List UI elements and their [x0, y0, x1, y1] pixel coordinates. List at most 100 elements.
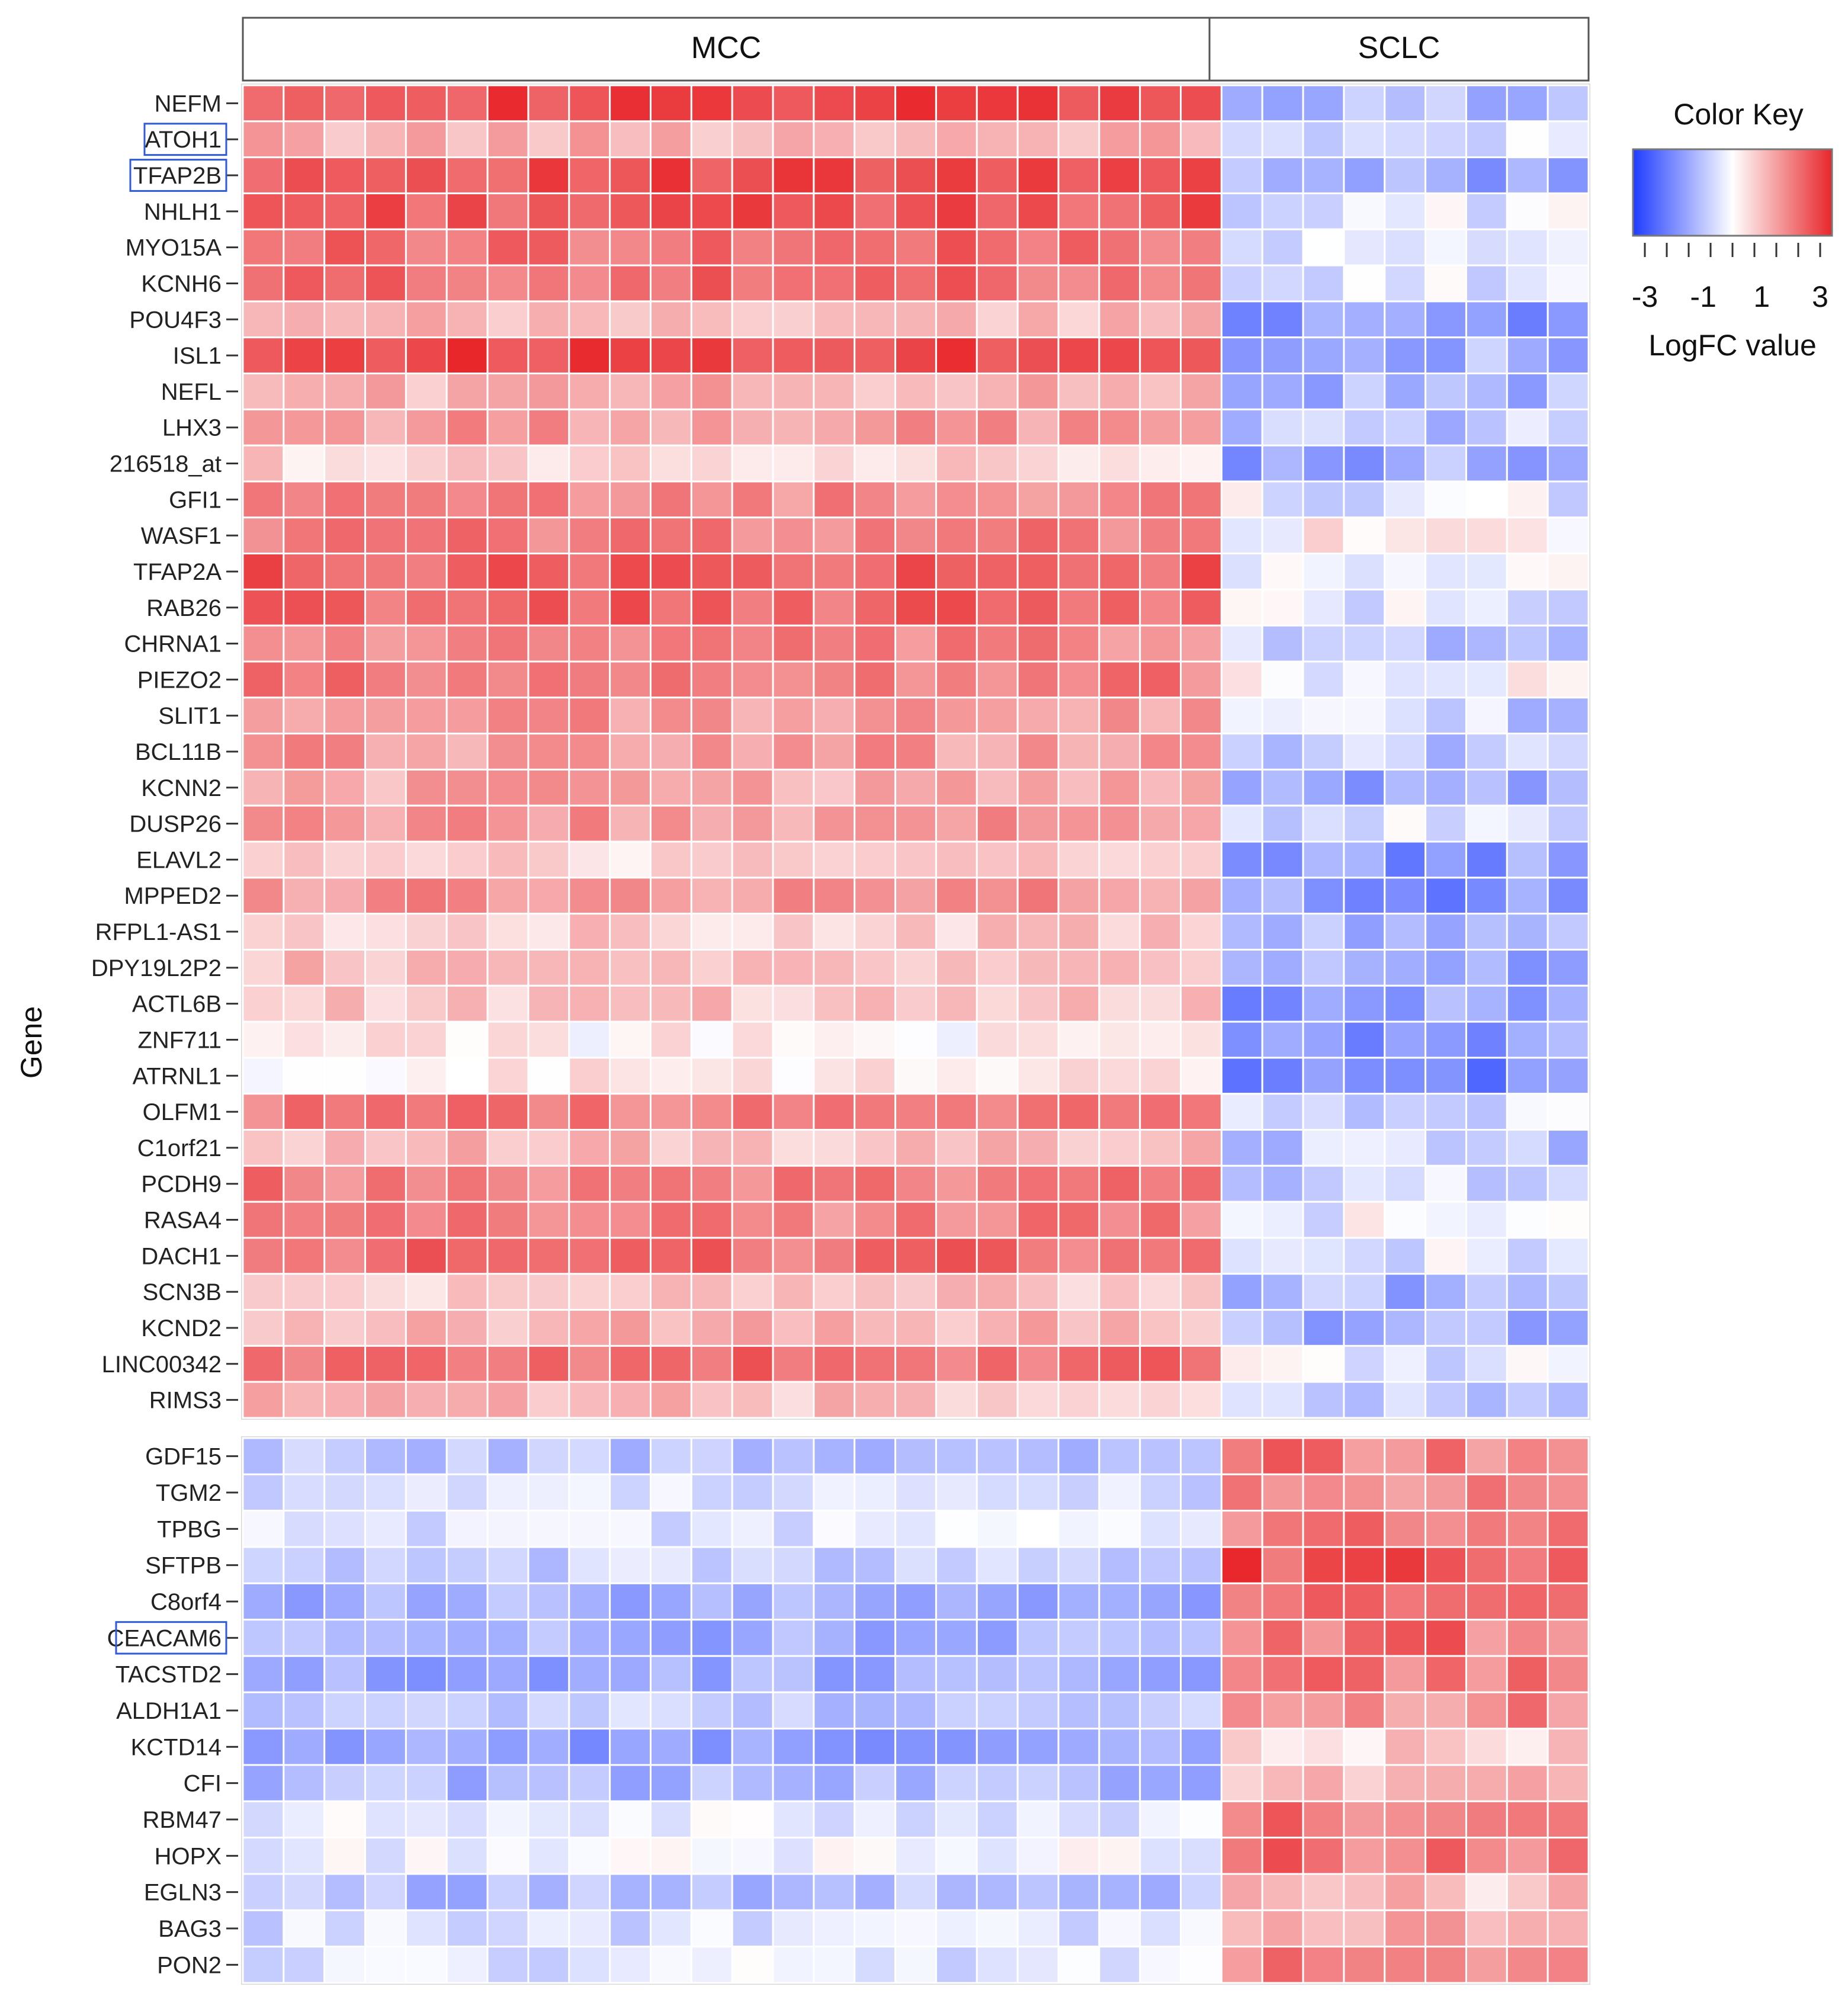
heatmap-cell: [1424, 480, 1467, 519]
heatmap-cell: [1384, 1437, 1427, 1475]
heatmap-cell: [364, 1129, 407, 1167]
heatmap-cell: [323, 1582, 367, 1621]
heatmap-cell: [976, 1381, 1019, 1419]
heatmap-cell: [976, 1437, 1019, 1475]
heatmap-cell: [1302, 300, 1345, 339]
heatmap-cell: [1343, 768, 1386, 807]
heatmap-cell: [609, 120, 652, 159]
heatmap-cell: [364, 660, 407, 699]
heatmap-cell: [731, 84, 774, 123]
heatmap-cell: [1098, 192, 1141, 230]
heatmap-cell: [1343, 1093, 1386, 1131]
heatmap-cell: [690, 156, 733, 194]
color-key-tick-label: 1: [1753, 280, 1770, 313]
heatmap-cell: [854, 1510, 897, 1548]
heatmap-cell: [568, 1344, 611, 1383]
heatmap-cell: [486, 408, 530, 447]
heatmap-cell: [568, 1728, 611, 1766]
heatmap-cell: [1302, 1582, 1345, 1621]
heatmap-cell: [976, 624, 1019, 663]
heatmap-cell: [486, 1946, 530, 1984]
heatmap-cell: [1261, 1237, 1304, 1275]
heatmap-cell: [405, 1473, 448, 1512]
heatmap-cell: [1220, 1129, 1263, 1167]
heatmap-cell: [772, 480, 815, 519]
heatmap-cell: [1057, 156, 1101, 194]
heatmap-cell: [1098, 913, 1141, 951]
heatmap-cell: [976, 553, 1019, 590]
heatmap-cell: [854, 1837, 897, 1875]
heatmap-cell: [1384, 1093, 1427, 1131]
heatmap-cell: [1384, 84, 1427, 123]
heatmap-cell: [1343, 660, 1386, 699]
heatmap-cell: [976, 1691, 1019, 1730]
heatmap-cell: [242, 372, 285, 410]
heatmap-cell: [1547, 408, 1590, 447]
heatmap-cell: [690, 228, 733, 267]
gene-label: POU4F3: [129, 307, 222, 333]
heatmap-cell: [935, 408, 978, 447]
heatmap-cell: [1139, 1837, 1182, 1875]
heatmap-cell: [1180, 624, 1223, 663]
heatmap-cell: [568, 120, 611, 159]
heatmap-cell: [1302, 372, 1345, 410]
heatmap-cell: [242, 1057, 285, 1095]
heatmap-cell: [1057, 1020, 1101, 1059]
heatmap-cell: [894, 120, 937, 159]
heatmap-cell: [894, 156, 937, 194]
heatmap-cell: [1016, 372, 1060, 410]
heatmap-cell: [1139, 192, 1182, 230]
heatmap-cell: [976, 1344, 1019, 1383]
heatmap-cell: [1057, 1273, 1101, 1311]
heatmap-cell: [1261, 913, 1304, 951]
heatmap-cell: [486, 444, 530, 483]
heatmap-cell: [1302, 156, 1345, 194]
heatmap-cell: [1180, 1691, 1223, 1730]
heatmap-cell: [1424, 156, 1467, 194]
heatmap-cell: [1424, 877, 1467, 915]
heatmap-cell: [323, 660, 367, 699]
heatmap-cell: [405, 1381, 448, 1419]
heatmap-cell: [527, 1093, 570, 1131]
heatmap-cell: [1343, 624, 1386, 663]
heatmap-cell: [445, 84, 489, 123]
heatmap-cell: [568, 1873, 611, 1911]
heatmap-cell: [1547, 300, 1590, 339]
heatmap-cell: [1139, 697, 1182, 735]
heatmap-cell: [1506, 840, 1549, 879]
heatmap-cell: [813, 1619, 856, 1657]
heatmap-cell: [323, 1381, 367, 1419]
heatmap-cell: [894, 660, 937, 699]
heatmap-cell: [854, 588, 897, 627]
heatmap-cell: [1016, 948, 1060, 987]
heatmap-cell: [1302, 1093, 1345, 1131]
heatmap-cell: [1139, 1691, 1182, 1730]
heatmap-cell: [894, 336, 937, 374]
heatmap-cell: [364, 697, 407, 735]
heatmap-cell: [1465, 1800, 1508, 1839]
heatmap-cell: [1506, 1582, 1549, 1621]
heatmap-cell: [283, 408, 326, 447]
heatmap-cell: [568, 1273, 611, 1311]
heatmap-cell: [486, 588, 530, 627]
heatmap-cell: [1424, 948, 1467, 987]
heatmap-cell: [445, 1582, 489, 1621]
heatmap-cell: [731, 624, 774, 663]
heatmap-cell: [1384, 1164, 1427, 1203]
heatmap-cell: [323, 120, 367, 159]
heatmap-cell: [772, 372, 815, 410]
heatmap-cell: [445, 1873, 489, 1911]
heatmap-cell: [1098, 1129, 1141, 1167]
heatmap-cell: [527, 948, 570, 987]
heatmap-cell: [242, 1093, 285, 1131]
heatmap-cell: [283, 1837, 326, 1875]
heatmap-cell: [1343, 1582, 1386, 1621]
heatmap-cell: [405, 1946, 448, 1984]
heatmap-cell: [1343, 264, 1386, 303]
heatmap-cell: [527, 1946, 570, 1984]
heatmap-cell: [405, 1129, 448, 1167]
heatmap-cell: [364, 1473, 407, 1512]
heatmap-cell: [1180, 733, 1223, 771]
color-key-gradient: [1632, 148, 1833, 237]
heatmap-cell: [1384, 1764, 1427, 1802]
